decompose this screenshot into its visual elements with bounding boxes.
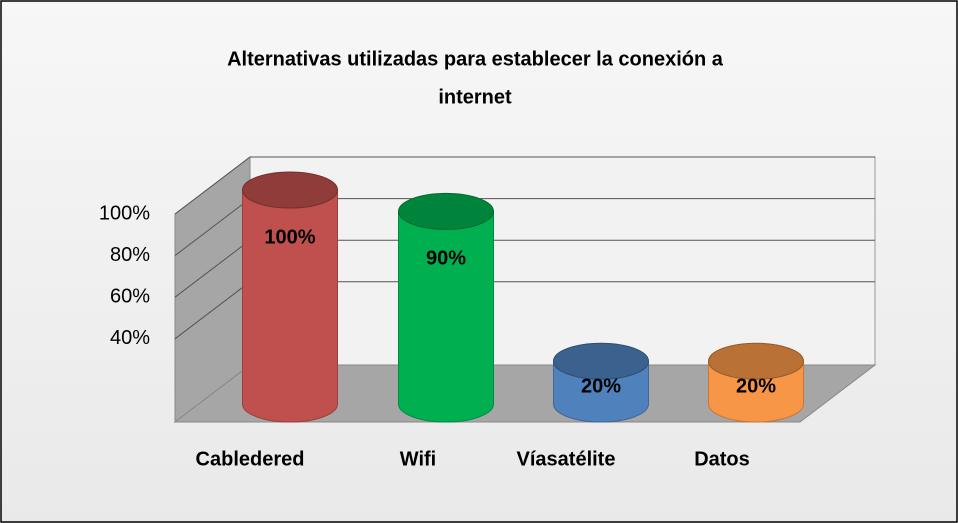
cylinder-part <box>553 342 649 380</box>
y-tick-label: 80% <box>110 244 150 266</box>
data-label: 100% <box>264 226 315 248</box>
chart-title: Alternativas utilizadas para establecer … <box>227 48 724 70</box>
bar <box>708 342 804 423</box>
x-tick-label: Cabledered <box>196 448 305 470</box>
y-tick-label: 100% <box>99 202 150 224</box>
data-label: 90% <box>426 248 466 270</box>
bar <box>242 171 338 423</box>
x-tick-label: Datos <box>694 448 750 470</box>
cylinder-part <box>398 192 494 230</box>
cylinder-part <box>242 171 338 209</box>
cylinder-part <box>242 189 338 423</box>
data-label: 20% <box>581 375 621 397</box>
chart-title: internet <box>438 86 512 108</box>
data-label: 20% <box>736 375 776 397</box>
y-tick-label: 40% <box>110 327 150 349</box>
bar <box>553 342 649 423</box>
y-tick-label: 60% <box>110 285 150 307</box>
bar <box>398 192 494 423</box>
cylinder-part <box>398 210 494 423</box>
x-tick-label: Wifi <box>400 448 436 470</box>
grid-line <box>174 156 251 215</box>
grid-line <box>174 198 251 256</box>
grid-line <box>174 239 251 298</box>
back-wall <box>249 156 876 366</box>
x-tick-label: Víasatélite <box>517 448 616 470</box>
grid-line <box>174 281 251 340</box>
cylinder-part <box>708 342 804 380</box>
